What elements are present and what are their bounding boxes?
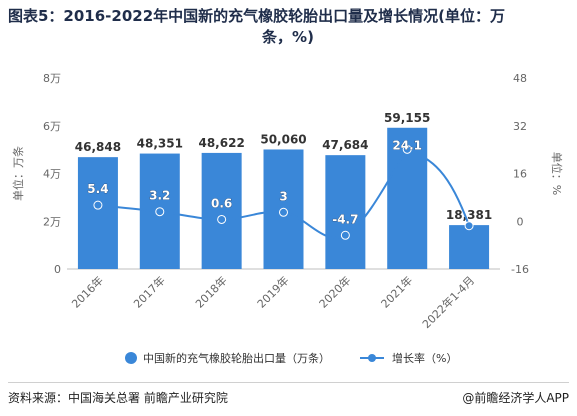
bar xyxy=(201,152,242,269)
growth-point xyxy=(217,214,227,224)
x-tick-label: 2022年1-4月 xyxy=(419,273,477,331)
x-tick-label: 2018年 xyxy=(192,273,229,310)
y2-axis-title: 单位：% xyxy=(550,152,564,195)
y-tick-label: 4万 xyxy=(43,168,61,181)
x-tick-label: 2020年 xyxy=(316,273,353,310)
growth-line-extension xyxy=(406,148,471,227)
x-tick-label: 2021年 xyxy=(378,273,415,310)
growth-point xyxy=(402,144,412,154)
y-tick-label: 8万 xyxy=(43,72,61,85)
bar-value-label: 48,622 xyxy=(198,136,244,150)
bar-value-label: 46,848 xyxy=(75,140,121,154)
bar xyxy=(325,155,366,269)
y2-tick-label: -16 xyxy=(511,263,529,276)
bar-value-label: 18,381 xyxy=(446,208,492,222)
bar-value-label: 48,351 xyxy=(137,137,183,151)
growth-point xyxy=(464,221,474,231)
y2-tick-label: 32 xyxy=(513,120,527,133)
growth-point xyxy=(279,207,288,217)
y2-tick-label: 0 xyxy=(517,215,524,228)
bar-value-label: 50,060 xyxy=(260,132,306,146)
growth-point xyxy=(340,230,350,240)
x-tick-label: 2017年 xyxy=(130,273,167,310)
y2-tick-label: 16 xyxy=(513,168,527,181)
chart-title-line1: 图表5：2016-2022年中国新的充气橡胶轮胎出口量及增长情况(单位：万 xyxy=(8,7,506,25)
growth-point xyxy=(155,207,165,217)
legend-line-marker xyxy=(368,354,376,362)
x-tick-label: 2016年 xyxy=(69,273,106,310)
brand-note: @前瞻经济学人APP xyxy=(462,391,569,405)
y-tick-label: 6万 xyxy=(43,120,61,133)
footer-divider xyxy=(8,382,569,383)
bar xyxy=(449,225,490,269)
x-tick-label: 2019年 xyxy=(254,273,291,310)
y-axis-title: 单位：万条 xyxy=(11,146,25,201)
source-note: 资料来源：中国海关总署 前瞻产业研究院 xyxy=(8,391,228,405)
legend-line-label: 增长率（%） xyxy=(392,351,457,365)
growth-value-label: 3 xyxy=(279,189,287,203)
growth-value-label: 5.4 xyxy=(87,182,108,196)
growth-value-label: 24.1 xyxy=(392,138,422,152)
growth-value-label: -4.7 xyxy=(332,212,358,226)
growth-value-label: 3.2 xyxy=(149,189,170,203)
y-tick-label: 0 xyxy=(54,263,61,276)
legend-bar-swatch xyxy=(125,352,137,364)
chart-title-line2: 条，%) xyxy=(262,28,314,46)
growth-point xyxy=(93,200,103,210)
bar-value-label: 59,155 xyxy=(384,111,430,125)
bar xyxy=(77,157,118,269)
legend-bar-label: 中国新的充气橡胶轮胎出口量（万条） xyxy=(143,351,330,365)
y-tick-label: 2万 xyxy=(43,215,61,228)
y2-tick-label: 48 xyxy=(513,72,527,85)
growth-value-label: 0.6 xyxy=(211,196,232,210)
bar-value-label: 47,684 xyxy=(322,138,368,152)
chart-title: 图表5：2016-2022年中国新的充气橡胶轮胎出口量及增长情况(单位：万 条，… xyxy=(8,6,568,48)
